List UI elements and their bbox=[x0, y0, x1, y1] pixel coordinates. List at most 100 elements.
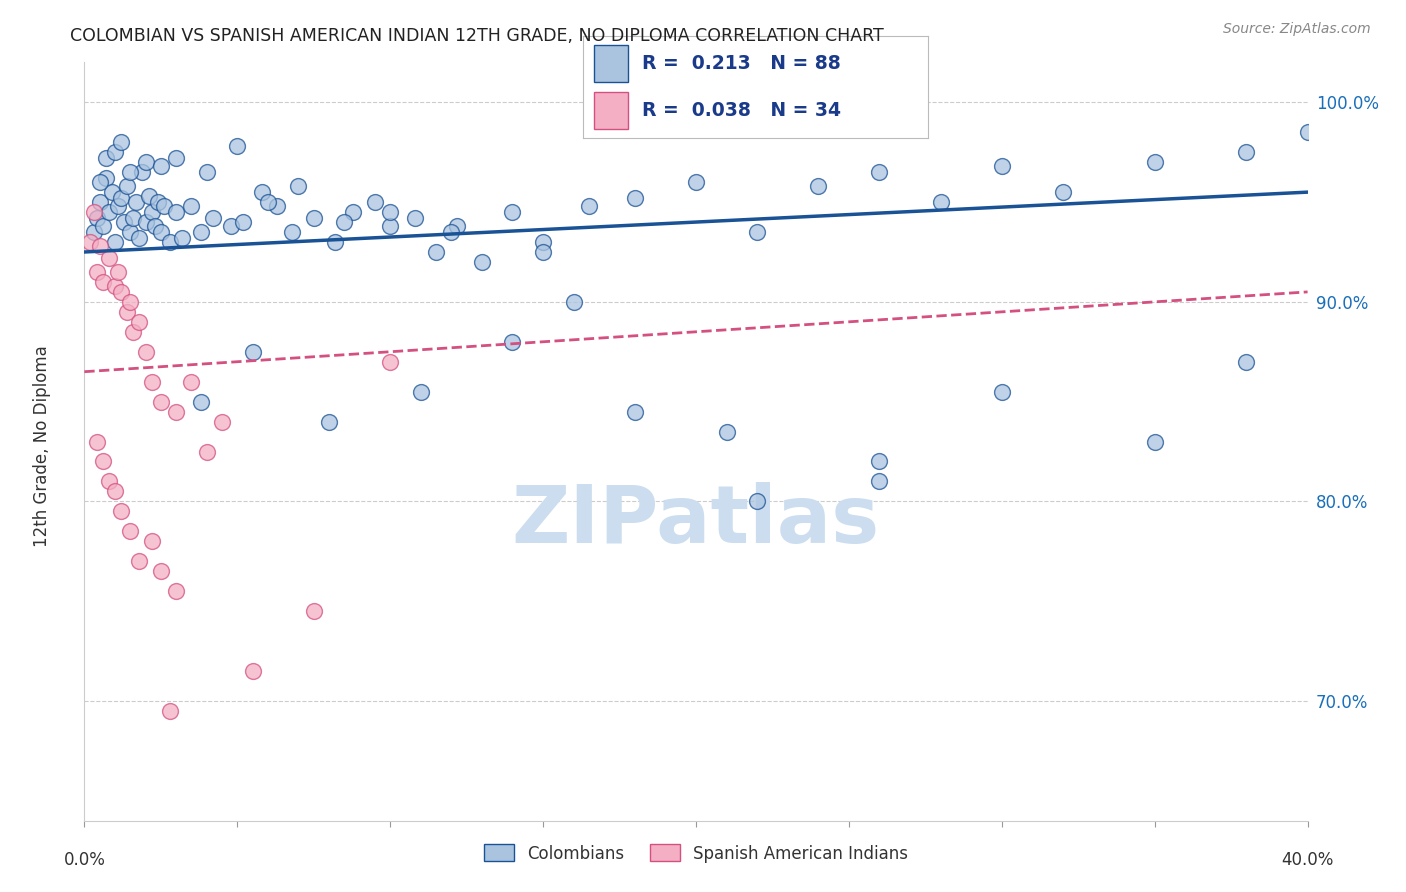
Point bbox=[991, 159, 1014, 173]
Point bbox=[97, 251, 120, 265]
Point bbox=[929, 195, 952, 210]
Point bbox=[89, 239, 111, 253]
Point bbox=[624, 191, 647, 205]
Point bbox=[165, 584, 187, 599]
Point bbox=[1052, 185, 1074, 199]
Point bbox=[86, 211, 108, 225]
Point bbox=[97, 205, 120, 219]
Point bbox=[135, 344, 157, 359]
Point bbox=[471, 255, 494, 269]
Point bbox=[226, 139, 249, 153]
Point bbox=[1236, 355, 1258, 369]
Point bbox=[502, 334, 524, 349]
Point bbox=[104, 235, 127, 249]
Point bbox=[1143, 155, 1166, 169]
Point bbox=[807, 179, 830, 194]
Point bbox=[716, 425, 738, 439]
Point bbox=[91, 219, 114, 233]
Point bbox=[165, 151, 187, 165]
Point bbox=[404, 211, 426, 225]
Point bbox=[110, 285, 132, 299]
Point bbox=[201, 211, 224, 225]
Point bbox=[104, 279, 127, 293]
Point bbox=[86, 265, 108, 279]
Point bbox=[747, 494, 769, 508]
Point bbox=[89, 195, 111, 210]
Point bbox=[141, 205, 163, 219]
Text: R =  0.038   N = 34: R = 0.038 N = 34 bbox=[643, 101, 841, 120]
Text: 12th Grade, No Diploma: 12th Grade, No Diploma bbox=[34, 345, 51, 547]
Point bbox=[149, 564, 172, 578]
Point bbox=[531, 235, 554, 249]
Point bbox=[128, 554, 150, 568]
Point bbox=[232, 215, 254, 229]
Point bbox=[94, 151, 117, 165]
Point bbox=[112, 215, 135, 229]
Point bbox=[257, 195, 280, 210]
Point bbox=[120, 294, 142, 309]
Point bbox=[159, 704, 181, 718]
Point bbox=[120, 524, 142, 539]
Point bbox=[446, 219, 468, 233]
Point bbox=[242, 664, 264, 678]
Point bbox=[86, 434, 108, 449]
Point bbox=[110, 191, 132, 205]
Point bbox=[135, 155, 157, 169]
Point bbox=[869, 475, 891, 489]
Point bbox=[153, 199, 176, 213]
Point bbox=[180, 375, 202, 389]
Point bbox=[110, 135, 132, 149]
Point bbox=[266, 199, 288, 213]
Point bbox=[302, 604, 325, 618]
Point bbox=[101, 185, 124, 199]
Point bbox=[685, 175, 707, 189]
Point bbox=[91, 275, 114, 289]
Point bbox=[159, 235, 181, 249]
Point bbox=[380, 205, 402, 219]
Point bbox=[1143, 434, 1166, 449]
Text: ZIPatlas: ZIPatlas bbox=[512, 483, 880, 560]
Point bbox=[128, 315, 150, 329]
Text: 40.0%: 40.0% bbox=[1281, 851, 1334, 869]
Point bbox=[1236, 145, 1258, 160]
Point bbox=[219, 219, 242, 233]
Point bbox=[172, 231, 194, 245]
Point bbox=[141, 534, 163, 549]
Point bbox=[83, 205, 105, 219]
Text: COLOMBIAN VS SPANISH AMERICAN INDIAN 12TH GRADE, NO DIPLOMA CORRELATION CHART: COLOMBIAN VS SPANISH AMERICAN INDIAN 12T… bbox=[70, 27, 884, 45]
FancyBboxPatch shape bbox=[593, 45, 628, 82]
Point bbox=[380, 355, 402, 369]
Point bbox=[281, 225, 304, 239]
Point bbox=[122, 325, 145, 339]
Point bbox=[107, 199, 129, 213]
Point bbox=[141, 375, 163, 389]
Point bbox=[165, 404, 187, 418]
Point bbox=[149, 394, 172, 409]
Point bbox=[180, 199, 202, 213]
Point bbox=[380, 219, 402, 233]
Point bbox=[318, 415, 340, 429]
Point bbox=[115, 305, 138, 319]
Point bbox=[83, 225, 105, 239]
Point bbox=[502, 205, 524, 219]
Point bbox=[250, 185, 273, 199]
Legend: Colombians, Spanish American Indians: Colombians, Spanish American Indians bbox=[478, 838, 914, 869]
Point bbox=[195, 444, 218, 458]
Point bbox=[562, 294, 585, 309]
Point bbox=[143, 219, 166, 233]
Point bbox=[122, 211, 145, 225]
Point bbox=[323, 235, 346, 249]
Point bbox=[190, 394, 212, 409]
Point bbox=[79, 235, 101, 249]
Point bbox=[94, 171, 117, 186]
Point bbox=[211, 415, 233, 429]
Point bbox=[190, 225, 212, 239]
Text: R =  0.213   N = 88: R = 0.213 N = 88 bbox=[643, 54, 841, 73]
Point bbox=[120, 165, 142, 179]
Point bbox=[425, 244, 447, 259]
FancyBboxPatch shape bbox=[593, 92, 628, 129]
Point bbox=[195, 165, 218, 179]
Point bbox=[624, 404, 647, 418]
Point bbox=[409, 384, 432, 399]
Point bbox=[342, 205, 364, 219]
